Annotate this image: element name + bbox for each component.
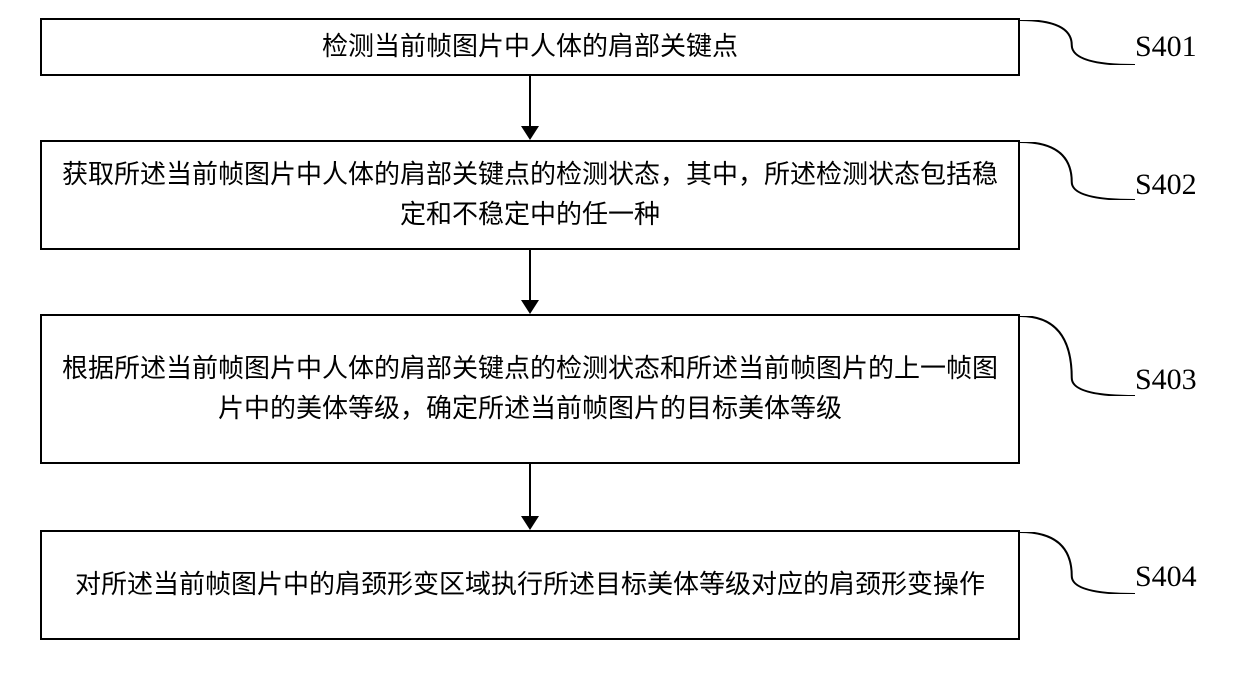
flow-arrow [515,250,545,314]
callout-curve [1020,316,1135,396]
flow-arrow [515,76,545,140]
callout-curve [1020,532,1135,594]
step-label-S401: S401 [1135,30,1197,64]
flow-step-S404: 对所述当前帧图片中的肩颈形变区域执行所述目标美体等级对应的肩颈形变操作 [40,530,1020,640]
step-label-S402: S402 [1135,168,1197,202]
flow-step-S402: 获取所述当前帧图片中人体的肩部关键点的检测状态，其中，所述检测状态包括稳定和不稳… [40,140,1020,250]
flow-step-text: 检测当前帧图片中人体的肩部关键点 [62,27,998,67]
flowchart-canvas: 检测当前帧图片中人体的肩部关键点 S401 获取所述当前帧图片中人体的肩部关键点的检… [0,0,1239,678]
flow-step-S403: 根据所述当前帧图片中人体的肩部关键点的检测状态和所述当前帧图片的上一帧图片中的美… [40,314,1020,464]
callout-curve [1020,20,1135,65]
flow-step-text: 获取所述当前帧图片中人体的肩部关键点的检测状态，其中，所述检测状态包括稳定和不稳… [62,155,998,236]
callout-curve [1020,142,1135,200]
flow-step-S401: 检测当前帧图片中人体的肩部关键点 [40,18,1020,76]
flow-step-text: 根据所述当前帧图片中人体的肩部关键点的检测状态和所述当前帧图片的上一帧图片中的美… [62,349,998,430]
flow-arrow [515,464,545,530]
flow-step-text: 对所述当前帧图片中的肩颈形变区域执行所述目标美体等级对应的肩颈形变操作 [62,565,998,605]
step-label-S404: S404 [1135,560,1197,594]
step-label-S403: S403 [1135,363,1197,397]
